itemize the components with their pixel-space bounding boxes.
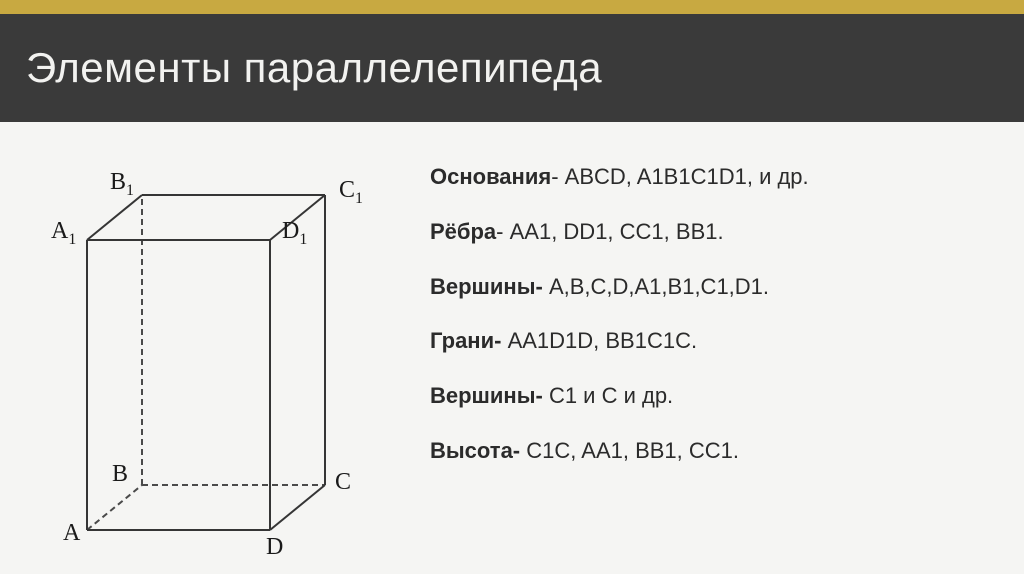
definition-value: A,B,C,D,A1,B1,C1,D1.	[543, 274, 769, 299]
definition-line: Вершины- A,B,C,D,A1,B1,C1,D1.	[430, 272, 1024, 303]
definition-value: - AA1, DD1, CC1, BB1.	[496, 219, 723, 244]
page-title: Элементы параллелепипеда	[26, 44, 602, 92]
definition-line: Вершины- C1 и C и др.	[430, 381, 1024, 412]
vertex-label-A: A	[63, 520, 81, 546]
definition-label: Высота-	[430, 438, 520, 463]
definition-label: Рёбра	[430, 219, 496, 244]
vertex-label-D1: D1	[282, 218, 307, 248]
slide: Элементы параллелепипеда A D C B A1 D1 C1 B1 Ос…	[0, 0, 1024, 574]
accent-strip	[0, 0, 1024, 14]
definition-label: Вершины-	[430, 274, 543, 299]
definition-label: Грани-	[430, 328, 501, 353]
vertex-label-C: C	[335, 469, 351, 495]
vertex-label-B: B	[112, 461, 128, 487]
vertex-label-D: D	[266, 534, 283, 560]
definition-label: Вершины-	[430, 383, 543, 408]
definition-value: AA1D1D, BB1C1C.	[501, 328, 697, 353]
definition-line: Высота- C1C, AA1, BB1, CC1.	[430, 436, 1024, 467]
edge-dashed	[87, 485, 142, 530]
definition-label: Основания	[430, 164, 551, 189]
definition-value: C1 и C и др.	[543, 383, 673, 408]
vertex-label-C1: C1	[339, 177, 363, 207]
content-area: A D C B A1 D1 C1 B1 Основания- ABCD, A1B1C1D1, …	[0, 122, 1024, 574]
definition-value: C1C, AA1, BB1, CC1.	[520, 438, 739, 463]
definitions-list: Основания- ABCD, A1B1C1D1, и др.Рёбра- A…	[430, 122, 1024, 574]
edge-solid	[87, 195, 142, 240]
diagram-zone: A D C B A1 D1 C1 B1	[0, 122, 430, 574]
title-band: Элементы параллелепипеда	[0, 14, 1024, 122]
definition-line: Грани- AA1D1D, BB1C1C.	[430, 326, 1024, 357]
parallelepiped-diagram: A D C B A1 D1 C1 B1	[0, 130, 430, 570]
definition-value: - ABCD, A1B1C1D1, и др.	[551, 164, 808, 189]
vertex-label-B1: B1	[110, 169, 134, 199]
edge-solid	[270, 485, 325, 530]
vertex-label-A1: A1	[51, 218, 76, 248]
definition-line: Основания- ABCD, A1B1C1D1, и др.	[430, 162, 1024, 193]
definition-line: Рёбра- AA1, DD1, CC1, BB1.	[430, 217, 1024, 248]
